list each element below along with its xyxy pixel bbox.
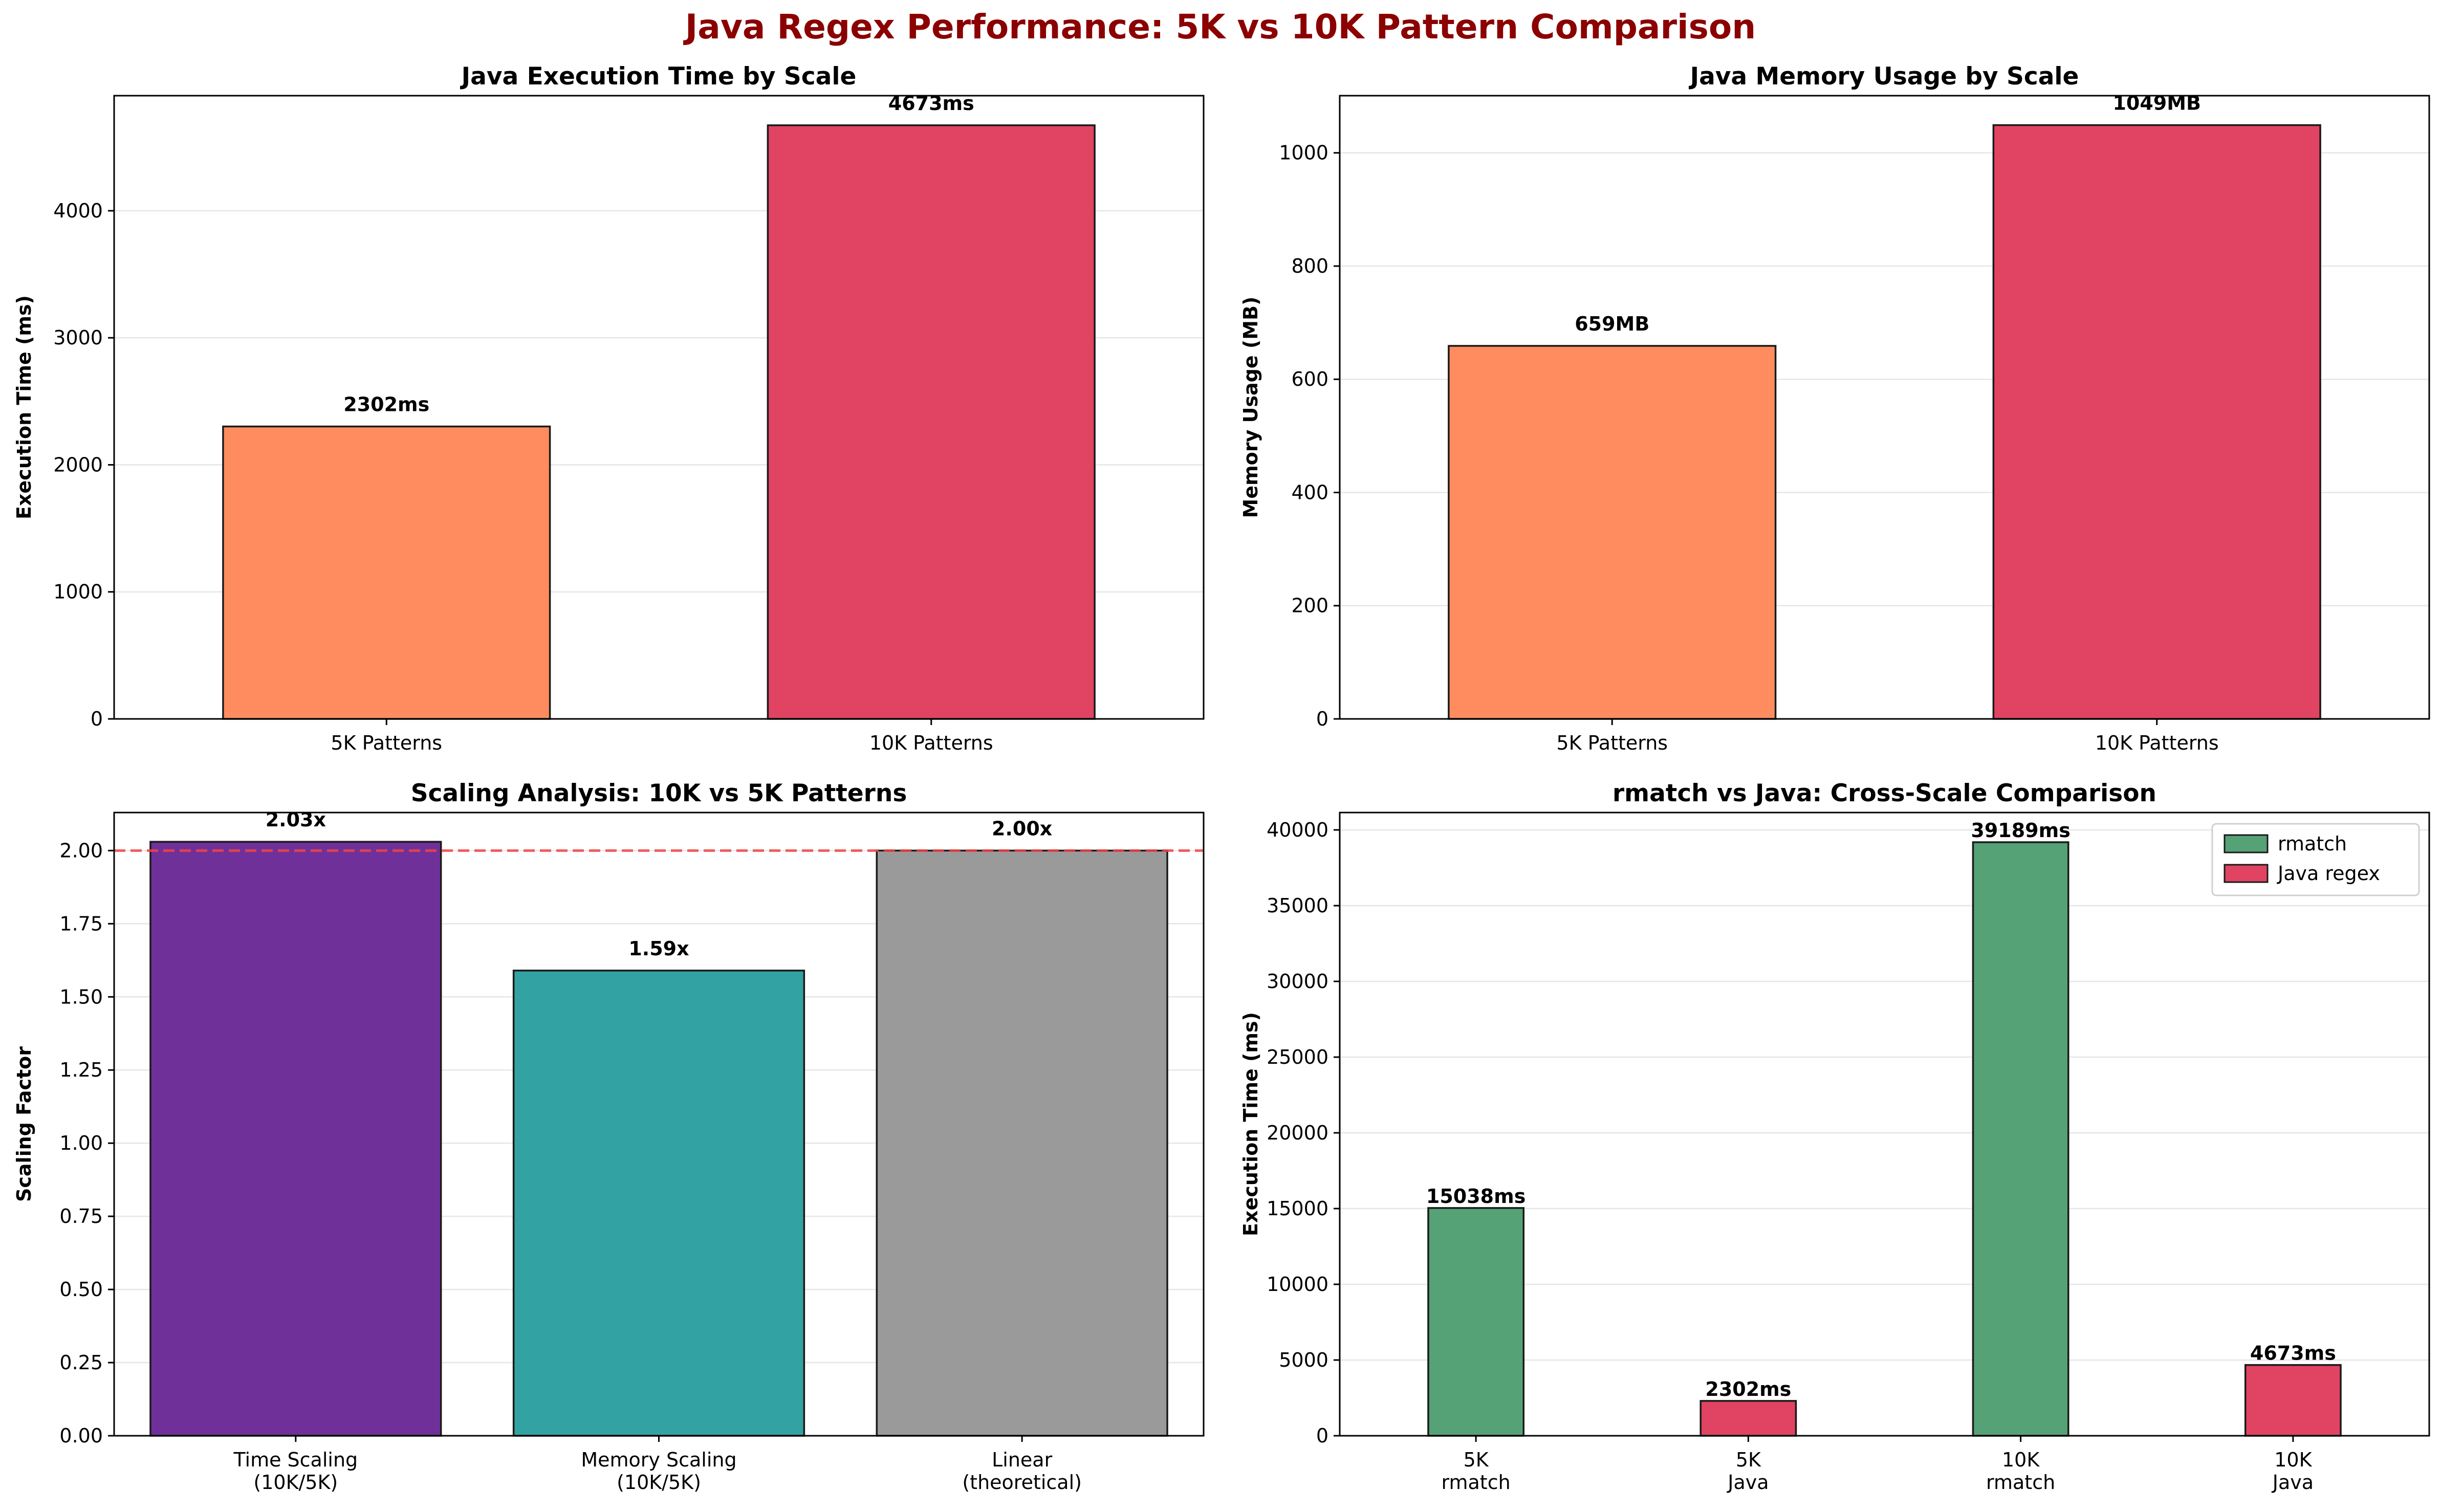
figure-title: Java Regex Performance: 5K vs 10K Patter…: [685, 7, 1756, 47]
y-tick-label: 200: [1291, 595, 1328, 617]
x-tick-label: 5K: [1736, 1449, 1761, 1471]
y-tick-label: 0.75: [59, 1205, 103, 1228]
x-tick-label: rmatch: [1442, 1471, 1511, 1494]
y-tick-label: 0.00: [59, 1425, 103, 1447]
y-tick-label: 35000: [1267, 894, 1328, 917]
y-axis-label: Execution Time (ms): [1239, 1012, 1262, 1236]
plot-frame: [1339, 812, 2430, 1437]
legend-label: Java regex: [2277, 862, 2380, 885]
x-tick-label: 10K: [2002, 1449, 2040, 1471]
x-tick-label: (10K/5K): [617, 1471, 701, 1494]
y-tick-label: 25000: [1267, 1046, 1328, 1068]
legend-label: rmatch: [2278, 832, 2347, 855]
y-tick-label: 400: [1291, 481, 1328, 503]
bar: [1448, 345, 1777, 720]
y-tick-label: 1000: [1279, 142, 1328, 164]
x-tick-label: Memory Scaling: [581, 1449, 736, 1471]
y-tick-label: 0: [1316, 1425, 1328, 1447]
panel-title: Scaling Analysis: 10K vs 5K Patterns: [411, 779, 907, 807]
x-tick-label: Linear: [992, 1449, 1052, 1471]
x-tick-label: 5K Patterns: [331, 732, 442, 754]
legend-swatch: [2224, 864, 2269, 883]
panel-title: rmatch vs Java: Cross-Scale Comparison: [1612, 779, 2156, 807]
data-label: 15038ms: [1426, 1185, 1525, 1208]
bar: [876, 849, 1168, 1437]
y-tick-label: 1.50: [59, 985, 103, 1008]
bar: [1972, 841, 2069, 1437]
y-tick-label: 800: [1291, 255, 1328, 277]
x-tick-label: 5K: [1464, 1449, 1489, 1471]
y-tick-label: 0.25: [59, 1351, 103, 1374]
y-tick-label: 2000: [53, 453, 103, 476]
x-tick-label: Java: [1727, 1471, 1769, 1494]
bar: [512, 970, 805, 1437]
bar: [767, 124, 1096, 720]
y-tick-label: 4000: [53, 200, 103, 222]
x-tick-label: 10K: [2274, 1449, 2312, 1471]
y-tick-label: 0: [91, 708, 103, 730]
data-label: 39189ms: [1971, 819, 2070, 842]
y-tick-label: 40000: [1267, 819, 1328, 841]
data-label: 4673ms: [2250, 1342, 2336, 1365]
y-tick-label: 1.00: [59, 1132, 103, 1154]
y-tick-label: 0: [1316, 708, 1328, 730]
data-label: 659MB: [1575, 313, 1649, 335]
bar: [149, 841, 442, 1437]
y-tick-label: 3000: [53, 326, 103, 349]
plot-frame: [1339, 95, 2430, 720]
x-tick-label: 10K Patterns: [2095, 732, 2219, 754]
bar: [1699, 1400, 1797, 1437]
data-label: 1.59x: [628, 937, 689, 960]
x-tick-label: (10K/5K): [253, 1471, 338, 1494]
y-tick-label: 1.25: [59, 1059, 103, 1081]
data-label: 2.00x: [992, 817, 1052, 840]
panel-title: Java Memory Usage by Scale: [1689, 62, 2079, 91]
x-tick-label: rmatch: [1986, 1471, 2055, 1494]
y-tick-label: 5000: [1279, 1349, 1328, 1371]
panel-title: Java Execution Time by Scale: [460, 62, 857, 91]
bar: [1427, 1207, 1525, 1437]
y-tick-label: 1.75: [59, 912, 103, 935]
y-tick-label: 0.50: [59, 1278, 103, 1301]
y-tick-label: 1000: [53, 581, 103, 603]
y-tick-label: 600: [1291, 368, 1328, 390]
y-tick-label: 30000: [1267, 970, 1328, 993]
bar: [1992, 124, 2321, 720]
y-tick-label: 15000: [1267, 1197, 1328, 1220]
x-tick-label: Time Scaling: [233, 1449, 358, 1471]
y-tick-label: 10000: [1267, 1273, 1328, 1296]
bar: [222, 425, 551, 720]
x-tick-label: 5K Patterns: [1556, 732, 1668, 754]
data-label: 2302ms: [343, 393, 429, 415]
y-axis-label: Scaling Factor: [13, 1046, 35, 1202]
y-axis-label: Execution Time (ms): [13, 295, 35, 519]
y-tick-label: 2.00: [59, 839, 103, 862]
x-tick-label: (theoretical): [962, 1471, 1082, 1494]
y-axis-label: Memory Usage (MB): [1239, 297, 1262, 518]
y-tick-label: 20000: [1267, 1122, 1328, 1144]
bar: [2244, 1364, 2342, 1437]
data-label: 2302ms: [1705, 1378, 1791, 1400]
x-tick-label: 10K Patterns: [869, 732, 993, 754]
plot-frame: [113, 95, 1205, 720]
legend-swatch: [2224, 834, 2269, 853]
x-tick-label: Java: [2272, 1471, 2314, 1494]
